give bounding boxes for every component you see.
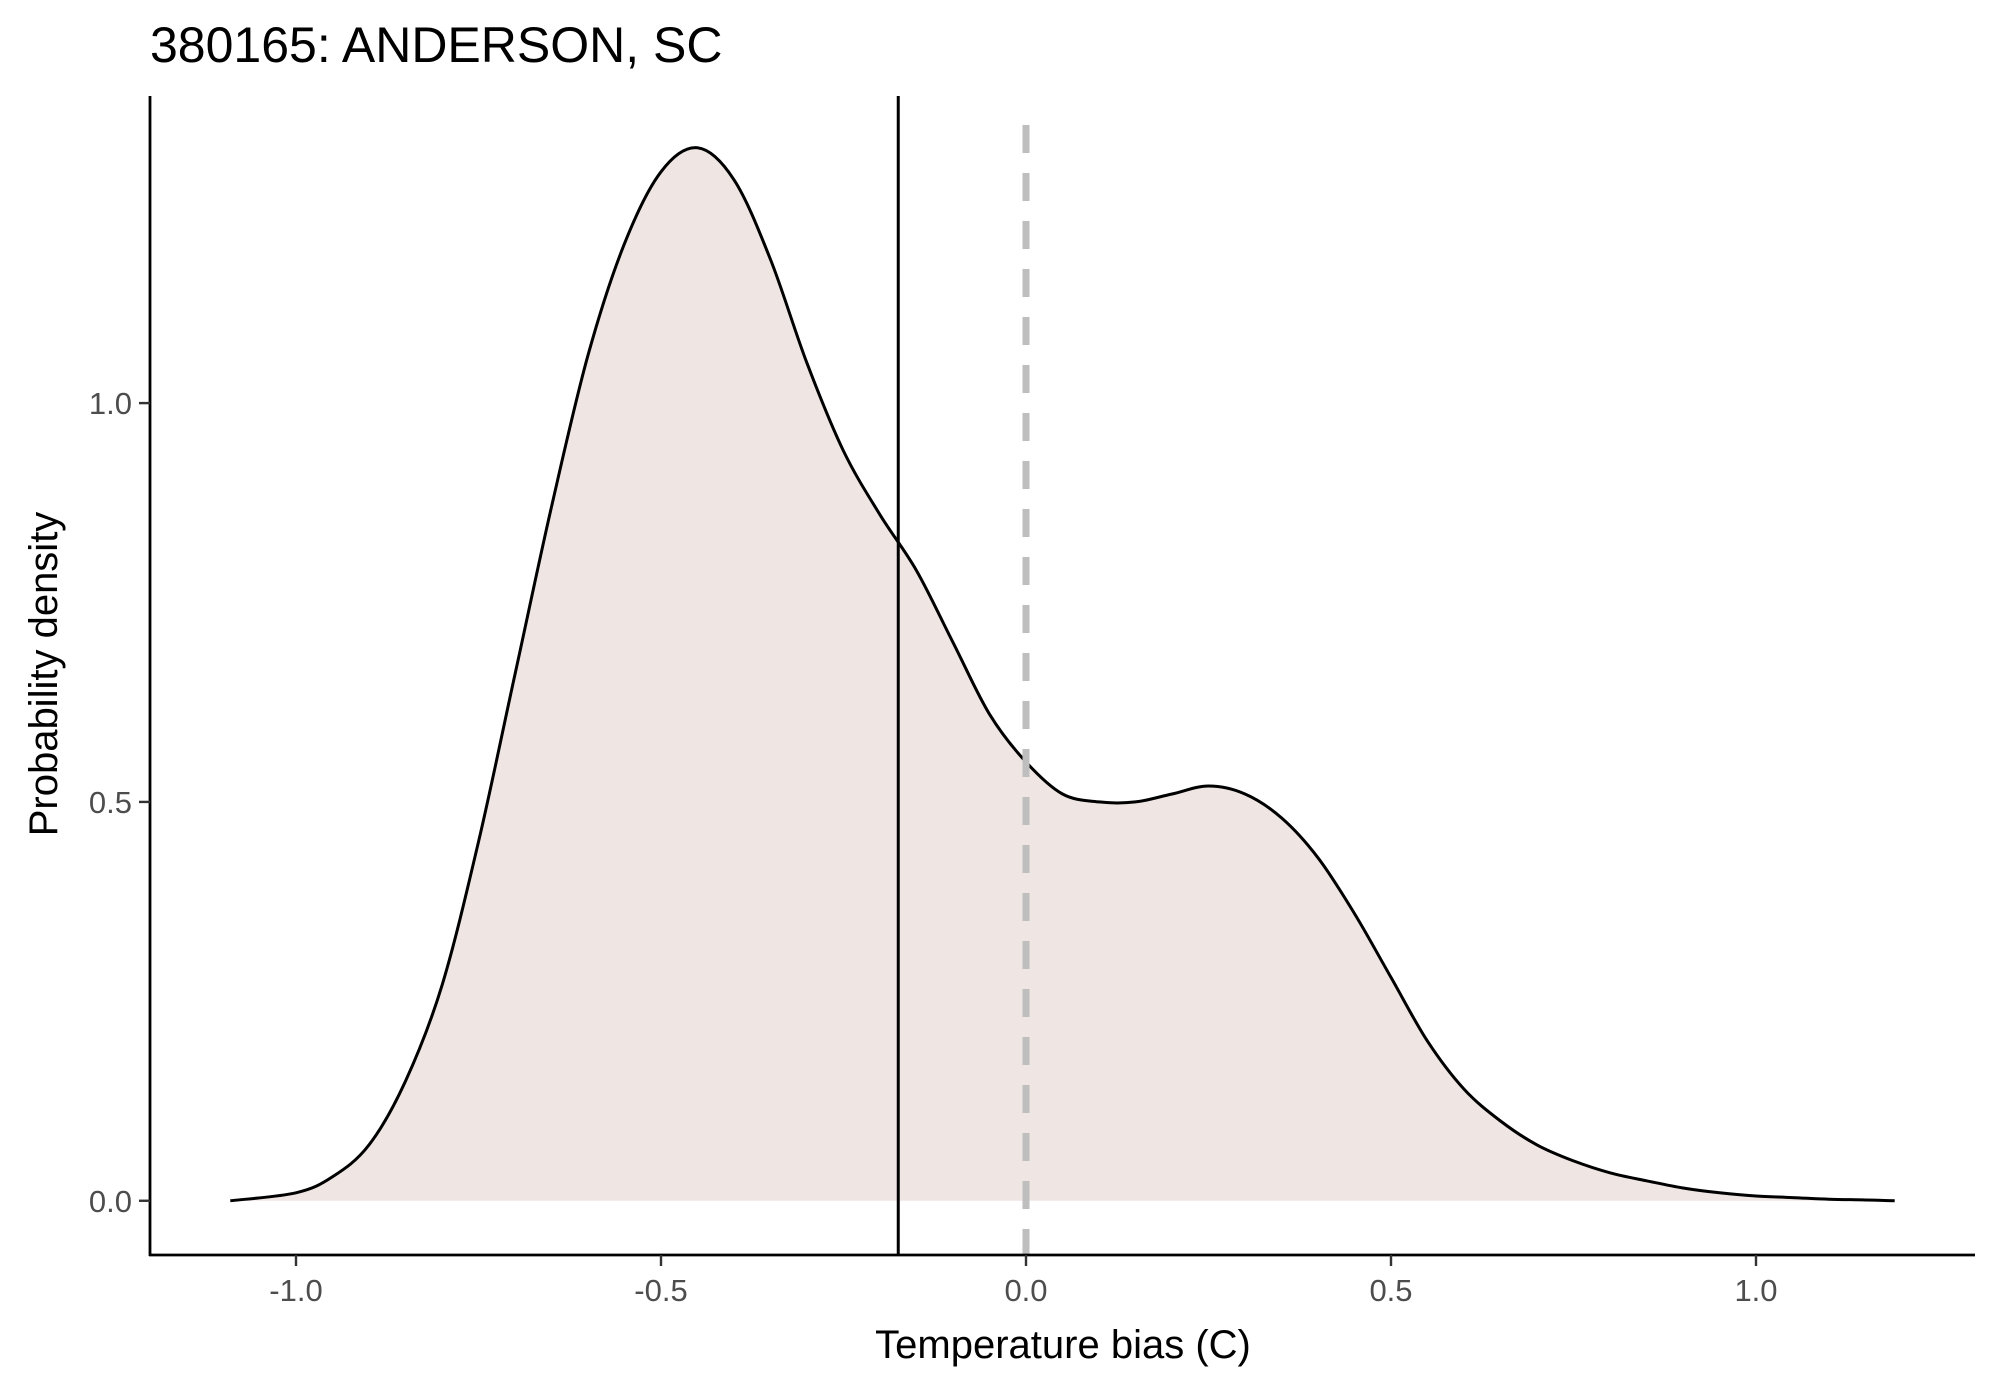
x-axis-title: Temperature bias (C) <box>875 1323 1251 1367</box>
y-tick-label: 1.0 <box>89 386 132 421</box>
chart-title: 380165: ANDERSON, SC <box>150 17 723 73</box>
plot-area <box>230 96 1895 1255</box>
x-tick-label: 1.0 <box>1734 1273 1777 1308</box>
y-axis-title: Probability density <box>22 512 66 837</box>
x-tick-label: 0.5 <box>1369 1273 1412 1308</box>
x-tick-label: -0.5 <box>634 1273 687 1308</box>
density-curve <box>230 146 1895 1203</box>
y-axis-ticks: 0.0 0.5 1.0 <box>89 386 150 1219</box>
x-tick-label: -1.0 <box>269 1273 322 1308</box>
x-axis-ticks: -1.0 -0.5 0.0 0.5 1.0 <box>269 1255 1778 1308</box>
x-tick-label: 0.0 <box>1004 1273 1047 1308</box>
y-tick-label: 0.5 <box>89 785 132 820</box>
density-area <box>230 147 1895 1201</box>
y-tick-label: 0.0 <box>89 1184 132 1219</box>
